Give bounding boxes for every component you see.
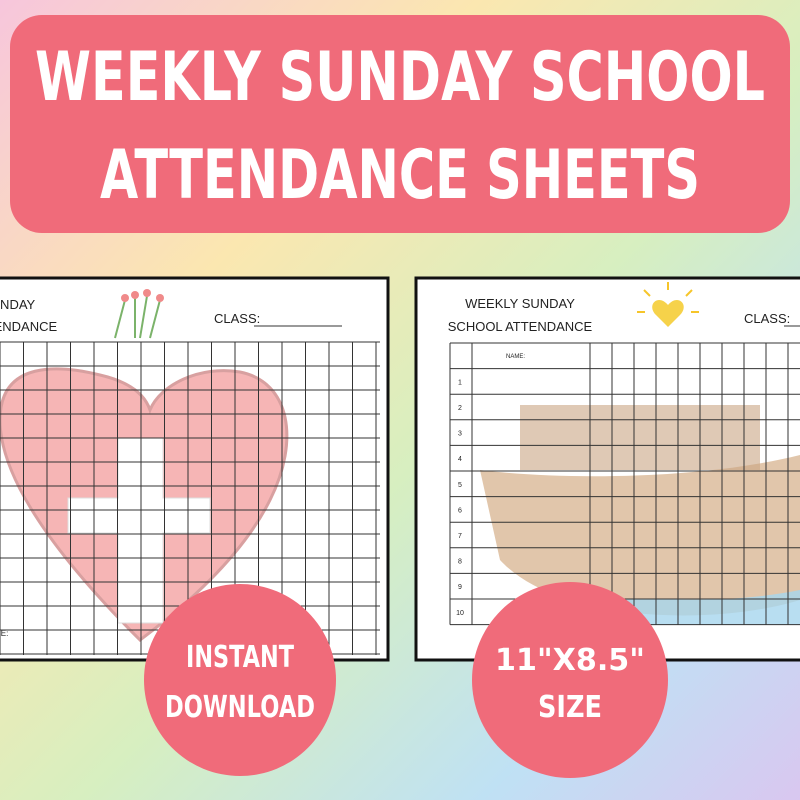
name-label: NAME: [506, 354, 525, 360]
row-number: 6 [458, 507, 462, 514]
class-label: CLASS: [744, 311, 790, 326]
title-line: WEEKLY SUNDAY SCHOOL [35, 38, 765, 117]
badge-text: DOWNLOAD [165, 690, 315, 725]
row-number: 10 [456, 610, 464, 617]
row-number: 5 [458, 482, 462, 489]
sheet-content: WEEKLY SUNDAY SCHOOL ATTENDANCE CLASS: N… [448, 282, 800, 626]
footer-label: CE: [0, 629, 8, 638]
ark [480, 455, 800, 616]
title-banner [10, 15, 790, 233]
sheet-title: WEEKLY SUNDAY [465, 296, 575, 311]
row-number: 9 [458, 584, 462, 591]
sheet-title: SUNDAY [0, 297, 36, 312]
flowers [114, 289, 164, 339]
row-number: 4 [458, 456, 462, 463]
badge [144, 584, 336, 776]
row-number: 2 [458, 405, 462, 412]
sun [637, 282, 699, 327]
badge-text: SIZE [538, 690, 602, 725]
badge-text: INSTANT [186, 640, 294, 675]
row-number: 1 [458, 379, 462, 386]
ark-house [520, 405, 760, 470]
sheet-content: SUNDAY ATTENDANCE CLASS: CE: [0, 289, 380, 655]
row-number: 3 [458, 431, 462, 438]
sheet-title: SCHOOL ATTENDANCE [448, 319, 593, 334]
title-line: ATTENDANCE SHEETS [100, 136, 700, 215]
badge-text: 11"X8.5" [495, 643, 645, 678]
badge [472, 582, 668, 778]
row-number: 8 [458, 559, 462, 566]
class-label: CLASS: [214, 311, 260, 326]
row-number: 7 [458, 533, 462, 540]
sheet-title: ATTENDANCE [0, 319, 57, 334]
